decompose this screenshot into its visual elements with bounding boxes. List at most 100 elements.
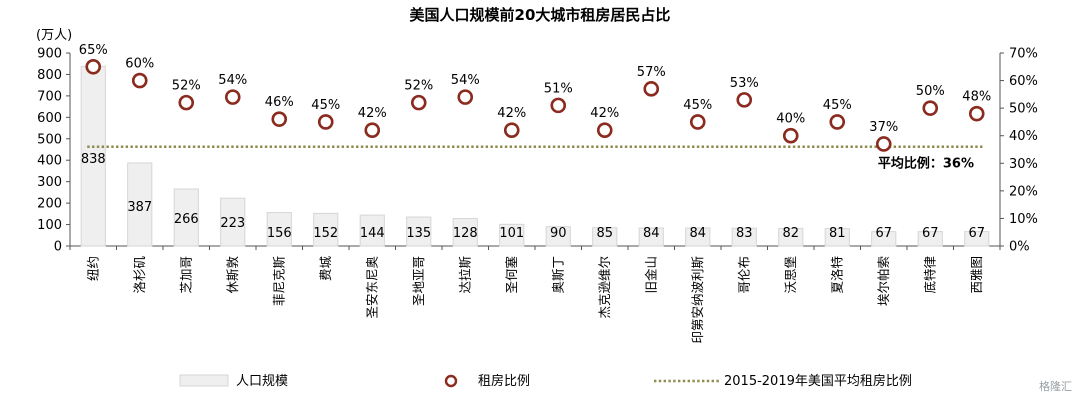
category-label: 纽约	[85, 256, 100, 281]
rent-ratio-markers	[85, 58, 985, 152]
population-bar	[359, 214, 385, 247]
rent-ratio-marker	[829, 114, 846, 130]
rent-ratio-marker	[736, 92, 753, 108]
right-tick-label: 70%	[1009, 47, 1038, 62]
category-label: 夏洛特	[829, 256, 844, 294]
population-bar	[685, 227, 711, 247]
population-label: 84	[689, 226, 706, 241]
legend-bar-swatch	[179, 374, 229, 387]
rent-ratio-label: 37%	[869, 120, 898, 135]
population-label: 156	[267, 226, 292, 241]
left-tick-label: 900	[37, 47, 62, 62]
population-bar	[452, 218, 478, 247]
rent-ratio-marker	[131, 72, 148, 89]
population-bar	[220, 197, 246, 247]
category-label: 费城	[318, 256, 333, 282]
population-label: 838	[81, 152, 106, 167]
category-label: 圣地亚哥	[411, 256, 426, 306]
left-tick-label: 300	[37, 175, 62, 190]
category-label: 底特律	[922, 256, 937, 294]
population-label: 90	[550, 226, 567, 241]
population-label: 84	[643, 226, 660, 241]
chart-title: 美国人口规模前20大城市租房居民占比	[410, 6, 671, 24]
right-tick-label: 30%	[1009, 157, 1038, 172]
rent-ratio-marker	[550, 97, 567, 114]
left-tick-label: 500	[37, 132, 62, 147]
right-tick-label: 60%	[1009, 74, 1038, 89]
population-label: 223	[220, 216, 245, 231]
population-bar	[871, 231, 897, 247]
rent-ratio-marker	[410, 94, 427, 111]
population-bar	[778, 227, 804, 247]
population-bar	[545, 226, 571, 247]
rent-ratio-marker	[875, 136, 892, 152]
population-label: 83	[736, 226, 753, 241]
population-label: 387	[127, 200, 152, 215]
population-label: 266	[174, 212, 199, 227]
left-tick-label: 400	[37, 154, 62, 169]
rent-ratio-marker	[85, 58, 102, 75]
rent-ratio-label: 54%	[451, 73, 480, 88]
average-line-group: 平均比例：36%	[87, 145, 984, 172]
category-label: 圣安东尼奥	[364, 256, 379, 319]
rent-ratio-marker	[457, 89, 474, 105]
rent-ratio-marker	[596, 122, 613, 138]
rent-ratio-marker	[224, 89, 241, 105]
population-label: 152	[313, 226, 338, 241]
population-label: 135	[406, 226, 431, 241]
rent-ratio-marker	[689, 114, 706, 130]
rent-ratio-label: 52%	[404, 79, 433, 94]
right-tick-label: 0%	[1009, 240, 1030, 255]
rent-ratio-marker	[271, 111, 288, 127]
left-tick-label: 600	[37, 111, 62, 126]
rent-ratio-marker	[922, 100, 939, 116]
category-label: 达拉斯	[457, 256, 472, 294]
rent-ratio-label: 45%	[683, 98, 712, 113]
population-bar	[173, 188, 199, 247]
left-tick-label: 0	[54, 240, 62, 255]
population-label: 85	[596, 226, 613, 241]
rent-ratio-marker	[503, 122, 520, 138]
legend-marker-label: 租房比例	[478, 373, 530, 389]
population-label: 82	[782, 226, 799, 241]
rent-ratio-label: 42%	[497, 106, 526, 121]
rent-ratio-marker	[782, 127, 799, 144]
rent-ratio-marker	[178, 94, 195, 111]
legend-line-label: 2015-2019年美国平均租房比例	[724, 373, 912, 389]
rent-ratio-label: 53%	[730, 76, 759, 91]
average-label: 平均比例：36%	[878, 156, 974, 172]
category-label: 洛杉矶	[132, 256, 147, 294]
population-bar	[406, 216, 432, 247]
rent-ratio-label: 65%	[79, 43, 108, 58]
rent-ratio-label: 60%	[125, 57, 154, 72]
left-axis-unit: (万人)	[36, 28, 72, 43]
rent-ratio-label: 57%	[637, 65, 666, 80]
category-label: 埃尔帕索	[876, 256, 891, 306]
right-tick-label: 10%	[1009, 212, 1038, 227]
population-bar	[638, 227, 664, 247]
rent-ratio-label: 54%	[218, 73, 247, 88]
rent-ratio-label: 51%	[544, 81, 573, 96]
rent-ratio-marker	[643, 81, 660, 97]
population-bars	[80, 65, 990, 247]
rent-ratio-label: 50%	[916, 84, 945, 99]
left-tick-label: 100	[37, 218, 62, 233]
legend: 人口规模 租房比例 2015-2019年美国平均租房比例	[179, 373, 912, 389]
population-label: 128	[453, 226, 478, 241]
right-tick-label: 50%	[1009, 102, 1038, 117]
rent-ratio-label: 42%	[358, 106, 387, 121]
rent-ratio-label: 40%	[776, 112, 805, 127]
category-label: 杰克逊维尔	[597, 256, 612, 319]
population-bar	[499, 223, 525, 247]
category-label: 奥斯丁	[550, 256, 565, 294]
legend-marker-swatch	[444, 374, 458, 388]
population-bar	[824, 228, 850, 247]
rent-ratio-label: 46%	[265, 95, 294, 110]
category-label: 哥伦布	[736, 256, 751, 294]
population-bar	[917, 231, 943, 247]
category-label: 休斯敦	[225, 256, 240, 294]
legend-bar-label: 人口规模	[236, 374, 288, 389]
population-bar	[592, 227, 618, 247]
rent-ratio-label: 42%	[590, 106, 619, 121]
category-label: 菲尼克斯	[271, 256, 286, 306]
